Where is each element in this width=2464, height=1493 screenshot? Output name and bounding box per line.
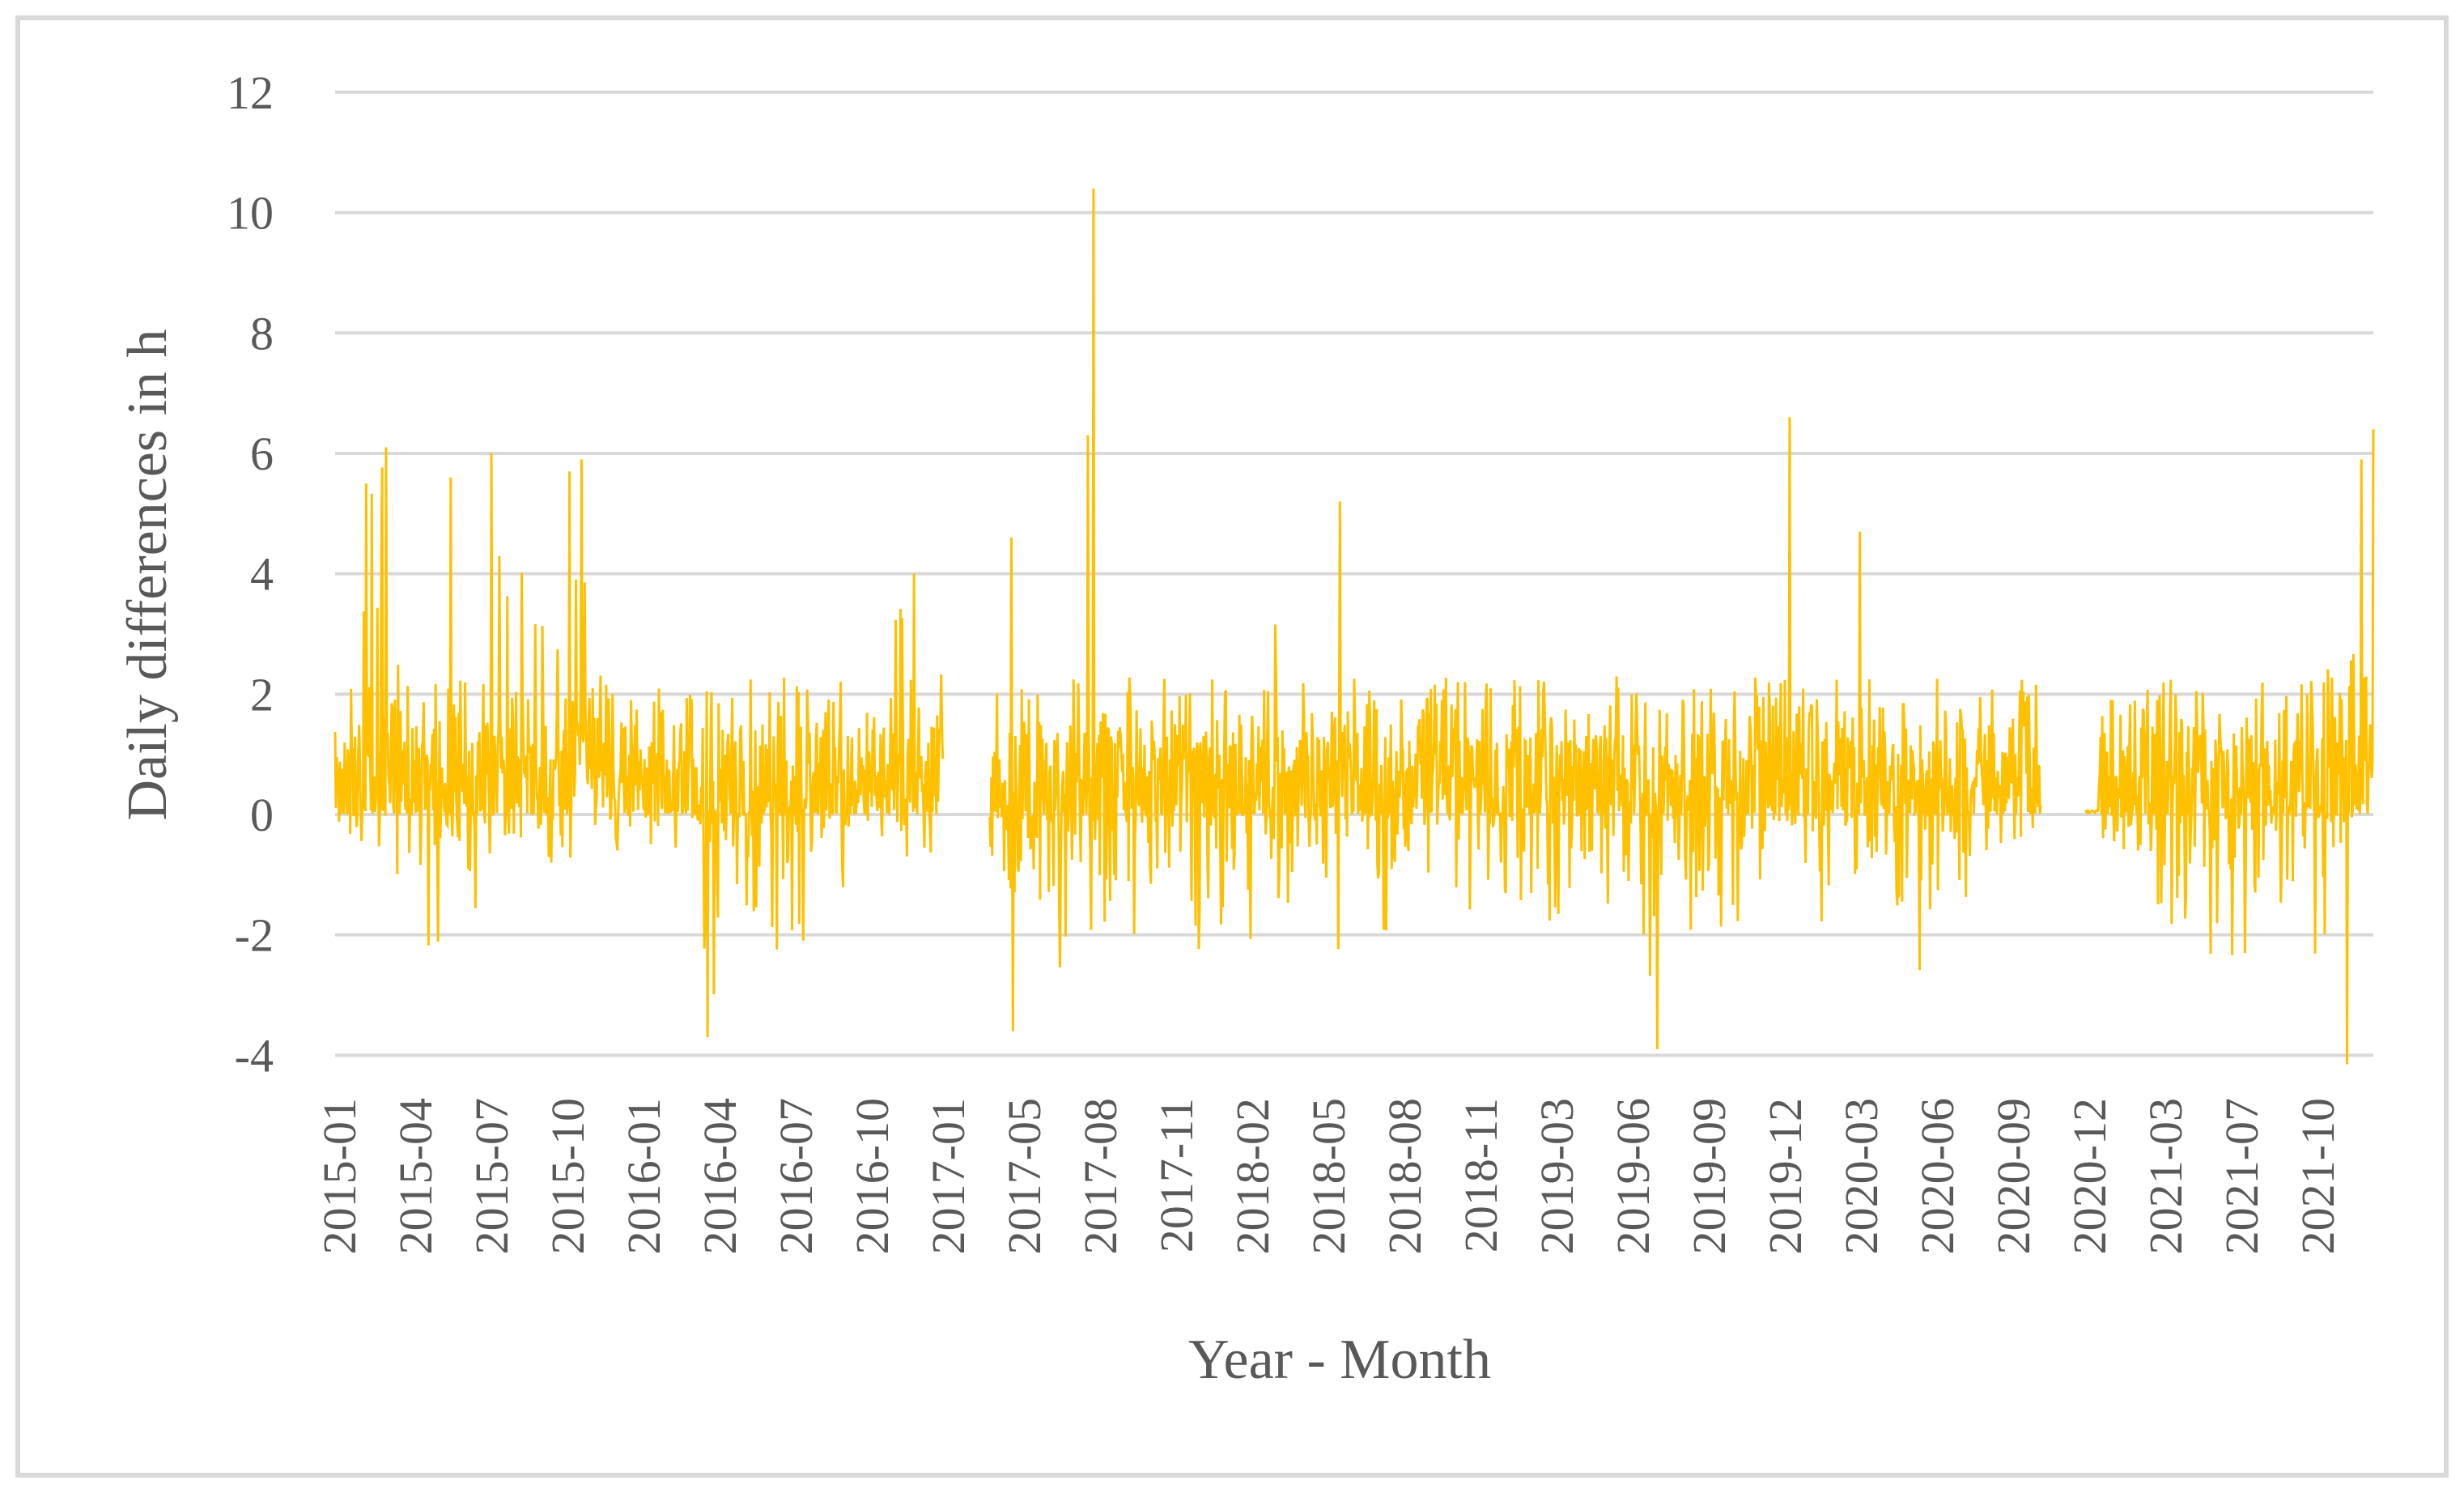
x-tick-label: 2021-03 [2139, 1098, 2192, 1254]
y-tick-label: 0 [250, 789, 274, 841]
gridlines [335, 90, 2373, 1057]
y-axis-tick-labels: 12 10 8 6 4 2 0 -2 -4 [227, 66, 274, 1082]
series-line [988, 188, 2042, 1049]
x-tick-label: 2017-05 [998, 1098, 1051, 1254]
x-tick-label: 2019-06 [1607, 1098, 1659, 1254]
series-line [2084, 429, 2375, 1065]
y-tick-label: 6 [250, 427, 274, 480]
x-tick-label: 2020-06 [1911, 1098, 1964, 1254]
x-tick-label: 2016-10 [846, 1098, 899, 1254]
x-tick-label: 2015-07 [465, 1098, 518, 1254]
x-tick-label: 2017-11 [1150, 1098, 1203, 1253]
x-tick-label: 2020-12 [2063, 1098, 2116, 1254]
y-tick-label: 12 [227, 66, 274, 119]
chart-border-frame [15, 15, 2449, 1478]
y-tick-label: 4 [250, 548, 274, 601]
x-tick-label: 2018-05 [1302, 1098, 1355, 1254]
x-tick-label: 2019-12 [1759, 1098, 1812, 1254]
x-tick-label: 2015-04 [389, 1098, 442, 1254]
x-tick-label: 2017-01 [922, 1098, 975, 1254]
x-axis-title: Year - Month [1188, 1329, 1491, 1391]
x-tick-label: 2020-03 [1835, 1098, 1888, 1254]
x-tick-label: 2015-10 [542, 1098, 594, 1254]
x-tick-label: 2018-08 [1379, 1098, 1431, 1254]
x-tick-label: 2021-07 [2215, 1098, 2268, 1254]
x-tick-label: 2016-04 [694, 1098, 746, 1254]
x-axis-tick-labels: 2015-01 2015-04 2015-07 2015-10 2016-01 2016-… [313, 1098, 2344, 1254]
series-line [333, 447, 945, 1038]
x-tick-label: 2015-01 [313, 1098, 366, 1254]
series-group [333, 188, 2375, 1065]
x-tick-label: 2016-01 [618, 1098, 670, 1254]
x-tick-label: 2018-02 [1226, 1098, 1279, 1254]
y-axis-title: Daily differences in h [117, 329, 179, 820]
x-tick-label: 2016-07 [770, 1098, 822, 1254]
x-tick-label: 2017-08 [1074, 1098, 1127, 1254]
x-tick-label: 2019-09 [1683, 1098, 1735, 1254]
x-tick-label: 2018-11 [1455, 1098, 1507, 1253]
x-tick-label: 2021-10 [2292, 1098, 2344, 1254]
y-tick-label: 8 [250, 307, 274, 359]
y-tick-label: 2 [250, 668, 274, 721]
y-tick-label: -4 [235, 1029, 274, 1082]
x-tick-label: 2019-03 [1531, 1098, 1583, 1254]
x-tick-label: 2020-09 [1987, 1098, 2040, 1254]
y-tick-label: -2 [235, 909, 274, 962]
y-tick-label: 10 [227, 187, 274, 240]
